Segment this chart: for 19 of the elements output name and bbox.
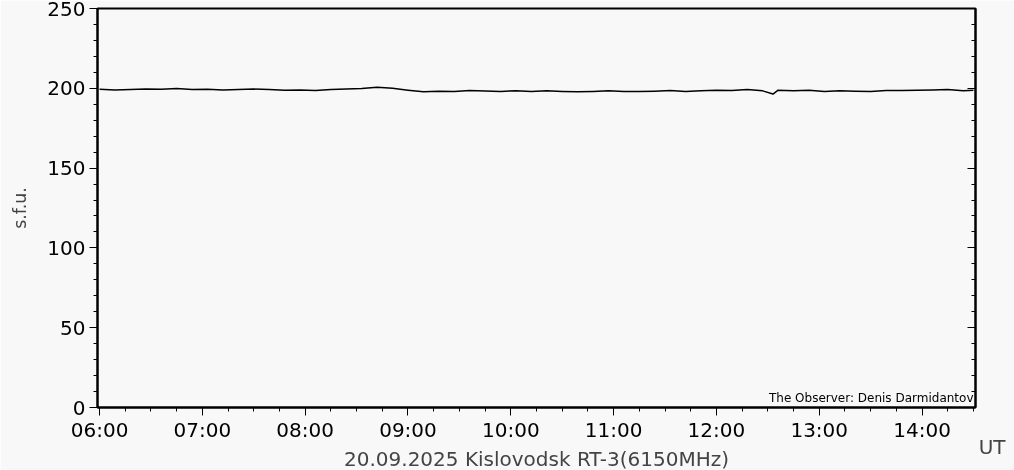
x-tick-label: 09:00 — [379, 417, 437, 442]
x-tick-label: 07:00 — [173, 417, 232, 442]
y-tick-label: 50 — [60, 315, 86, 340]
x-tick-label: 14:00 — [893, 417, 951, 442]
annotation: The Observer: Denis Darmidantov — [767, 390, 974, 405]
x-tick-label: 13:00 — [790, 417, 849, 442]
y-tick-label: 100 — [47, 235, 86, 260]
y-tick-label: 250 — [47, 0, 86, 21]
x-tick-label: 06:00 — [70, 417, 129, 442]
y-tick-label: 150 — [47, 156, 86, 181]
text: 20.09.2025 Kislovodsk RT-3(6150MHz) — [344, 446, 729, 470]
x-tick-label: 12:00 — [687, 417, 746, 442]
x-tick-label: 08:00 — [276, 417, 334, 442]
y-tick-label: 200 — [47, 76, 86, 101]
y-axis-title: s.f.u. — [10, 187, 31, 229]
x-tick-label: 10:00 — [481, 417, 540, 442]
x-axis-title: UT — [978, 434, 1007, 459]
x-tick-label: 11:00 — [584, 417, 643, 442]
y-tick-label: 0 — [72, 395, 86, 420]
